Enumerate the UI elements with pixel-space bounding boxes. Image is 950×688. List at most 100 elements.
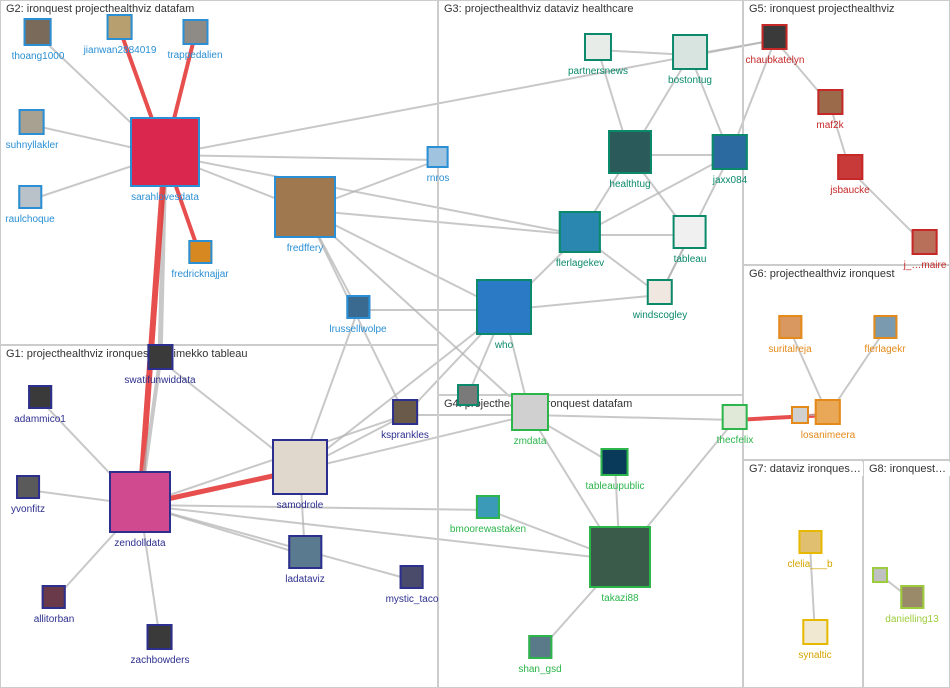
graph-node[interactable]: mystic_taco <box>385 565 440 607</box>
node-label: thecfelix <box>716 435 755 446</box>
node-label: ksprankles <box>380 430 430 441</box>
graph-node[interactable]: thoang1000 <box>11 18 66 64</box>
avatar <box>798 530 822 554</box>
graph-node[interactable]: samodrole <box>272 439 328 513</box>
avatar <box>712 134 748 170</box>
avatar <box>457 384 479 406</box>
node-label: suritalreja <box>767 344 812 355</box>
node-label: sarahlovesdata <box>130 192 200 203</box>
graph-node[interactable]: swatifunwiddata <box>123 344 196 388</box>
graph-node[interactable]: fredffery <box>274 176 336 256</box>
node-label: zendolldata <box>113 538 166 549</box>
graph-node[interactable]: bostontug <box>667 34 713 88</box>
graph-node[interactable]: rnros <box>426 146 451 186</box>
graph-node[interactable] <box>457 384 479 406</box>
graph-node[interactable]: zachbowders <box>130 624 191 668</box>
node-label: windscogley <box>632 310 688 321</box>
avatar <box>815 399 841 425</box>
graph-node[interactable]: suhnyllakler <box>5 109 60 153</box>
node-label: allitorban <box>33 614 76 625</box>
graph-node[interactable]: allitorban <box>33 585 76 627</box>
avatar <box>559 211 601 253</box>
node-label: jianwan2884019 <box>83 45 158 56</box>
graph-node[interactable]: tableau <box>673 215 708 267</box>
graph-node[interactable]: raulchoque <box>4 185 55 227</box>
graph-node[interactable]: trappedalien <box>166 19 223 63</box>
node-label: zachbowders <box>130 655 191 666</box>
graph-node[interactable]: zendolldata <box>109 471 171 551</box>
graph-node[interactable]: clelia___b <box>786 530 833 572</box>
graph-node[interactable]: ksprankles <box>380 399 430 443</box>
avatar <box>672 34 708 70</box>
graph-node[interactable]: jsbaucke <box>829 154 870 198</box>
avatar <box>528 635 552 659</box>
graph-node[interactable]: shan_gsd <box>517 635 562 677</box>
node-label: synaltic <box>797 650 832 661</box>
avatar <box>147 344 173 370</box>
node-label: partnersnews <box>567 66 629 77</box>
node-label: tableau <box>673 254 708 265</box>
avatar <box>400 565 424 589</box>
avatar <box>28 385 52 409</box>
node-label: chaubkatelyn <box>745 55 806 66</box>
panel-label: G7: dataviz ironquest projecthealthviz s… <box>747 462 863 476</box>
graph-node[interactable]: jianwan2884019 <box>83 14 158 58</box>
graph-node[interactable]: flerlagekr <box>863 315 906 357</box>
graph-node[interactable]: tableaupublic <box>585 448 646 494</box>
graph-node[interactable]: lrussellwolpe <box>328 295 387 337</box>
avatar <box>274 176 336 238</box>
node-label: jsbaucke <box>829 185 870 196</box>
graph-node[interactable]: takazi88 <box>589 526 651 606</box>
panel-label: G6: projecthealthviz ironquest <box>747 267 897 281</box>
graph-node[interactable]: zmdata <box>511 393 549 449</box>
avatar <box>16 475 40 499</box>
graph-edge <box>165 155 438 160</box>
node-label: thoang1000 <box>11 51 66 62</box>
graph-node[interactable]: bmoorewastaken <box>449 495 527 537</box>
graph-node[interactable] <box>872 567 888 583</box>
avatar <box>427 146 449 168</box>
node-label: tableaupublic <box>585 481 646 492</box>
graph-node[interactable]: suritalreja <box>767 315 812 357</box>
avatar <box>778 315 802 339</box>
graph-edge <box>140 505 412 580</box>
avatar <box>601 448 629 476</box>
avatar <box>589 526 651 588</box>
avatar <box>762 24 788 50</box>
node-label: bmoorewastaken <box>449 524 527 535</box>
avatar <box>109 471 171 533</box>
graph-node[interactable]: synaltic <box>797 619 832 663</box>
avatar <box>147 624 173 650</box>
node-label: who <box>494 340 514 351</box>
graph-node[interactable]: sarahlovesdata <box>130 117 200 205</box>
graph-node[interactable]: thecfelix <box>716 404 755 448</box>
graph-node[interactable]: adammico1 <box>13 385 67 427</box>
node-label: jaxx084 <box>712 175 748 186</box>
avatar <box>873 315 897 339</box>
node-label: j_…maire <box>903 260 948 271</box>
graph-node[interactable]: chaubkatelyn <box>745 24 806 68</box>
avatar <box>673 215 707 249</box>
graph-node[interactable]: maf2k <box>815 89 844 133</box>
graph-node[interactable]: flerlagekev <box>555 211 605 271</box>
graph-node[interactable]: ladataviz <box>284 535 325 587</box>
avatar <box>802 619 828 645</box>
node-label: mystic_taco <box>385 594 440 605</box>
graph-node[interactable]: windscogley <box>632 279 688 323</box>
graph-node[interactable]: danielling13 <box>884 585 939 627</box>
graph-node[interactable]: j_…maire <box>903 229 948 273</box>
avatar <box>511 393 549 431</box>
avatar <box>608 130 652 174</box>
avatar <box>722 404 748 430</box>
graph-node[interactable]: jaxx084 <box>712 134 748 188</box>
avatar <box>346 295 370 319</box>
node-label: yvonfitz <box>10 504 46 515</box>
graph-node[interactable]: who <box>476 279 532 353</box>
node-label: fredffery <box>286 243 325 254</box>
node-label: rnros <box>426 173 451 184</box>
graph-node[interactable]: yvonfitz <box>10 475 46 517</box>
graph-node[interactable]: partnersnews <box>567 33 629 79</box>
graph-node[interactable]: healthtug <box>608 130 652 192</box>
graph-node[interactable]: fredricknajjar <box>170 240 229 282</box>
graph-node[interactable] <box>791 406 809 424</box>
